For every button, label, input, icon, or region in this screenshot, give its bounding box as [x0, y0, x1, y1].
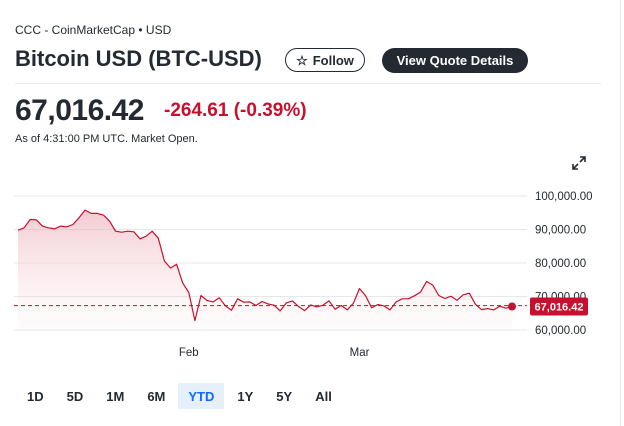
- range-tab-5d[interactable]: 5D: [66, 388, 84, 404]
- range-tab-6m[interactable]: 6M: [147, 388, 166, 404]
- as-of-timestamp: As of 4:31:00 PM UTC. Market Open.: [15, 133, 198, 145]
- header-divider: [15, 83, 601, 84]
- follow-button[interactable]: ☆ Follow: [285, 48, 365, 72]
- x-tick-label: Feb: [179, 347, 199, 359]
- last-price-label: 67,016.42: [535, 301, 584, 313]
- range-tab-all[interactable]: All: [315, 388, 332, 404]
- page-title: Bitcoin USD (BTC-USD): [15, 46, 262, 71]
- star-icon: ☆: [296, 52, 308, 68]
- range-tab-5y[interactable]: 5Y: [276, 388, 293, 404]
- price-area: [18, 210, 512, 330]
- last-price-tag: [530, 297, 588, 316]
- range-tab-1d[interactable]: 1D: [27, 388, 44, 404]
- y-tick-label: 60,000.00: [535, 325, 586, 337]
- y-tick-label: 80,000.00: [535, 258, 586, 270]
- range-tab-1m[interactable]: 1M: [106, 388, 125, 404]
- range-tab-ytd[interactable]: YTD: [178, 383, 225, 409]
- current-price: 67,016.42: [15, 94, 144, 127]
- view-quote-details-button[interactable]: View Quote Details: [382, 48, 528, 73]
- price-chart[interactable]: 100,000.0090,000.0080,000.0070,000.0060,…: [0, 180, 620, 370]
- range-tab-1y[interactable]: 1Y: [237, 388, 254, 404]
- range-tabs: 1D 5D 1M 6M YTD 1Y 5Y All: [17, 383, 345, 409]
- y-tick-label: 100,000.00: [535, 191, 593, 203]
- last-price-dot: [508, 302, 516, 311]
- follow-label: Follow: [312, 52, 354, 68]
- y-tick-label: 90,000.00: [535, 225, 586, 237]
- price-line: [17, 209, 513, 322]
- exchange-source: CCC - CoinMarketCap • USD: [15, 23, 172, 37]
- x-tick-label: Mar: [350, 347, 370, 359]
- expand-icon[interactable]: [571, 155, 587, 171]
- price-change: -264.61 (-0.39%): [164, 100, 307, 121]
